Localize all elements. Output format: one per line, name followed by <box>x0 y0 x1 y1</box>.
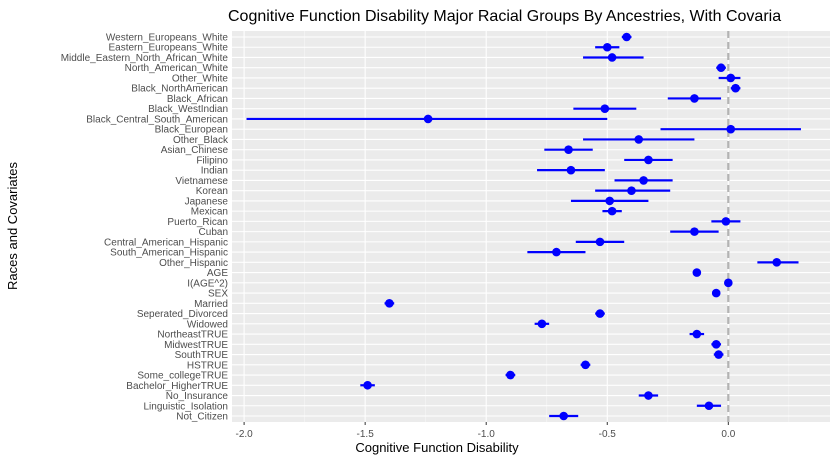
y-tick-label: Cuban <box>199 227 228 238</box>
points <box>363 32 782 421</box>
data-point <box>600 104 610 114</box>
data-point <box>634 135 644 144</box>
y-tick-label: Other_White <box>172 73 229 84</box>
y-tick-label: Eastern_Europeans_White <box>108 43 228 54</box>
y-tick-label: Middle_Eastern_North_African_White <box>61 53 229 64</box>
y-tick-label: Black_WestIndian <box>148 104 228 115</box>
y-tick-label: Puerto_Rican <box>167 217 228 228</box>
data-point <box>721 217 731 226</box>
y-tick-label: South_American_Hispanic <box>110 248 228 259</box>
y-tick-label: HSTRUE <box>187 360 228 371</box>
data-point <box>692 268 702 277</box>
y-tick-label: I(AGE^2) <box>187 278 228 289</box>
y-tick-label: Married <box>194 299 228 310</box>
data-point <box>605 196 614 206</box>
y-tick-label: Seperated_Divorced <box>137 309 228 320</box>
data-point <box>537 319 547 329</box>
y-tick-label: Asian_Chinese <box>161 145 229 156</box>
y-tick-label: SouthTRUE <box>175 350 229 361</box>
y-tick-label: Some_collegeTRUE <box>137 371 228 382</box>
data-point <box>595 309 605 318</box>
data-point <box>552 247 561 257</box>
x-axis-title: Cognitive Function Disability <box>355 440 519 455</box>
data-point <box>724 278 733 288</box>
plot-panel <box>232 31 830 422</box>
y-tick-label: Linguistic_Isolation <box>144 401 229 412</box>
data-point <box>714 350 723 359</box>
y-axis-title: Races and Covariates <box>5 162 20 290</box>
x-tick-label: -1.5 <box>357 429 375 440</box>
data-point <box>716 63 726 73</box>
data-point <box>566 165 576 175</box>
data-point <box>690 227 699 236</box>
y-tick-label: Vietnamese <box>175 176 228 187</box>
y-tick-label: Not_Citizen <box>176 412 228 423</box>
y-tick-label: No_Insurance <box>166 391 229 402</box>
data-point <box>363 380 372 390</box>
data-point <box>602 42 612 52</box>
y-tick-label: Japanese <box>185 196 229 207</box>
y-tick-label: SEX <box>208 289 228 300</box>
data-point <box>644 391 653 400</box>
y-tick-labels: Western_Europeans_WhiteEastern_Europeans… <box>61 33 229 423</box>
data-point <box>644 155 653 165</box>
data-point <box>692 329 702 339</box>
y-tick-label: Filipino <box>196 155 228 166</box>
data-point <box>639 176 648 185</box>
data-point <box>595 237 605 247</box>
x-tick-labels: -2.0 -1.5 -1.0 -0.5 0.0 <box>235 422 736 440</box>
data-point <box>690 94 699 103</box>
data-point <box>731 83 740 93</box>
y-tick-label: MidwestTRUE <box>164 340 228 351</box>
chart-title: Cognitive Function Disability Major Raci… <box>228 8 781 25</box>
y-tick-label: Other_Hispanic <box>159 258 228 269</box>
data-point <box>627 186 636 195</box>
y-tick-label: Black_African <box>167 94 228 105</box>
y-tick-label: Black_NorthAmerican <box>131 84 228 95</box>
data-point <box>564 145 573 154</box>
data-point <box>622 32 631 42</box>
y-tick-label: North_American_White <box>125 63 229 74</box>
x-tick-label: -2.0 <box>235 429 253 440</box>
y-tick-label: Central_American_Hispanic <box>104 237 228 248</box>
x-tick-label: -1.0 <box>478 429 496 440</box>
grid <box>232 31 830 422</box>
data-point <box>423 114 433 124</box>
data-point <box>385 299 394 308</box>
y-tick-label: Korean <box>196 186 228 197</box>
y-tick-label: Mexican <box>191 207 228 218</box>
y-tick-label: Widowed <box>187 319 228 330</box>
y-tick-label: Other_Black <box>173 135 229 146</box>
y-tick-label: Western_Europeans_White <box>106 33 229 44</box>
data-point <box>607 206 617 216</box>
data-point <box>711 339 721 349</box>
y-tick-label: Black_Central_South_American <box>86 114 228 125</box>
data-point <box>581 360 590 370</box>
data-point <box>506 370 515 380</box>
y-tick-label: AGE <box>207 268 228 279</box>
data-point <box>559 411 568 421</box>
data-point <box>772 258 782 267</box>
y-tick-label: Indian <box>201 166 228 177</box>
x-tick-label: -0.5 <box>599 429 617 440</box>
y-tick-label: Bachelor_HigherTRUE <box>126 381 228 392</box>
data-point <box>726 124 736 134</box>
data-point <box>607 53 617 62</box>
y-tick-label: NortheastTRUE <box>157 330 228 341</box>
data-point <box>704 401 714 411</box>
data-point <box>711 288 721 298</box>
data-point <box>726 73 736 83</box>
y-tick-label: Black_European <box>155 125 228 136</box>
x-tick-label: 0.0 <box>721 429 735 440</box>
